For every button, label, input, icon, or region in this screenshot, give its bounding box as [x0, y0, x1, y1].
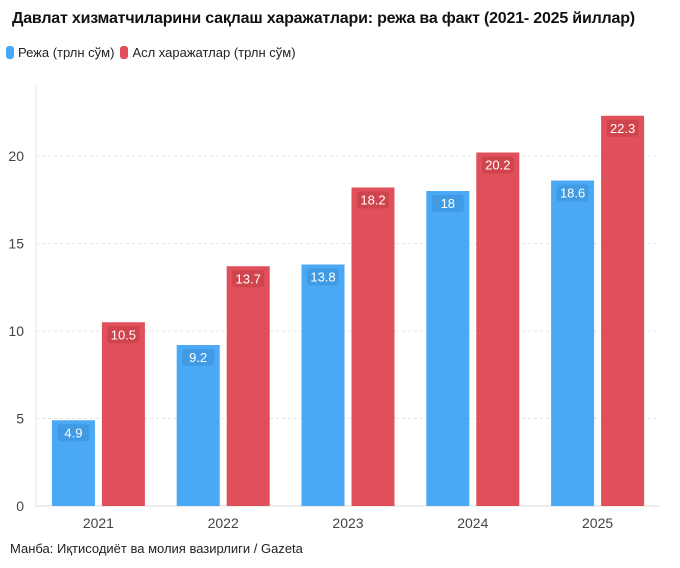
data-label: 22.3 — [610, 121, 635, 136]
bar-actual — [476, 152, 520, 506]
data-label: 18.6 — [560, 186, 585, 201]
legend-swatch-plan — [6, 46, 14, 59]
bar-actual — [101, 322, 145, 506]
data-label: 18.2 — [360, 193, 385, 208]
data-label-bg — [107, 326, 140, 344]
data-label-bg — [57, 424, 90, 442]
data-label-bg — [232, 270, 265, 288]
legend-item-plan: Режа (трлн сўм) — [6, 45, 114, 60]
x-tick-label: 2021 — [83, 515, 114, 531]
x-tick-label: 2025 — [582, 515, 613, 531]
y-tick-label: 15 — [8, 236, 24, 252]
data-label-bg — [606, 119, 639, 137]
data-label: 20.2 — [485, 158, 510, 173]
source-note: Манба: Иқтисодиёт ва молия вазирлиги / G… — [10, 541, 303, 556]
bar-plan — [551, 180, 595, 506]
bar-actual — [351, 187, 395, 506]
data-label-bg — [182, 349, 215, 366]
legend-label-plan: Режа (трлн сўм) — [18, 45, 115, 60]
legend: Режа (трлн сўм) Асл харажатлар (трлн сўм… — [6, 45, 296, 60]
data-label-bg — [431, 195, 464, 212]
bar-actual — [601, 115, 645, 506]
legend-item-actual: Асл харажатлар (трлн сўм) — [120, 45, 296, 60]
x-tick-label: 2023 — [332, 515, 363, 531]
bar-plan — [176, 345, 220, 506]
bar-actual — [226, 266, 270, 506]
data-label-bg — [481, 156, 514, 174]
y-tick-label: 5 — [16, 411, 24, 427]
legend-swatch-actual — [120, 46, 129, 59]
x-tick-label: 2024 — [457, 515, 488, 531]
data-label-bg — [556, 184, 589, 202]
y-tick-label: 0 — [16, 498, 24, 514]
legend-label-actual: Асл харажатлар (трлн сўм) — [132, 45, 296, 60]
bar-plan — [301, 264, 345, 506]
data-label-bg — [357, 191, 389, 209]
data-label: 18 — [441, 196, 455, 211]
data-label: 9.2 — [189, 350, 207, 365]
data-label: 13.7 — [236, 271, 261, 286]
data-label: 13.8 — [310, 270, 335, 285]
x-tick-label: 2022 — [208, 515, 239, 531]
data-label: 10.5 — [111, 327, 136, 342]
y-tick-label: 20 — [8, 148, 24, 164]
y-tick-label: 10 — [8, 323, 24, 339]
data-label-bg — [307, 268, 339, 286]
bar-plan — [426, 191, 470, 506]
data-label: 4.9 — [64, 425, 82, 440]
chart-title: Давлат хизматчиларини сақлаш харажатлари… — [12, 10, 635, 27]
